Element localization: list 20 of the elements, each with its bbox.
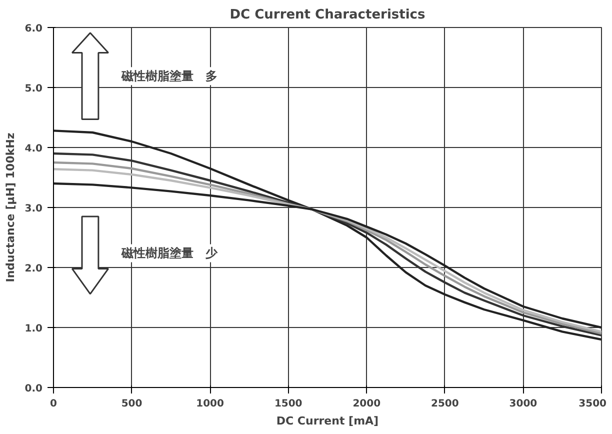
y-tick-label: 0.0 <box>24 384 43 394</box>
y-tick-label: 2.0 <box>24 264 43 274</box>
x-tick-label: 1500 <box>274 398 302 410</box>
x-tick-label: 2500 <box>431 398 459 410</box>
chart-title: DC Current Characteristics <box>230 8 426 22</box>
annotation: 磁性樹脂塗量 少 <box>120 246 218 260</box>
y-tick-label: 6.0 <box>24 24 43 34</box>
x-tick-label: 0 <box>50 398 58 410</box>
y-tick-label: 3.0 <box>24 204 43 214</box>
y-tick-label: 4.0 <box>24 144 43 154</box>
x-tick-label: 500 <box>121 398 142 410</box>
annotation: 磁性樹脂塗量 多 <box>120 69 218 84</box>
x-tick-label: 3000 <box>509 398 538 410</box>
x-tick-label: 2000 <box>352 398 381 410</box>
y-tick-label: 5.0 <box>24 84 43 94</box>
y-axis-title: Inductance [μH] 100kHz <box>4 132 17 282</box>
y-tick-label: 1.0 <box>24 324 43 334</box>
x-tick-label: 3500 <box>578 398 607 410</box>
x-tick-label: 1000 <box>196 398 224 410</box>
x-axis-title: DC Current [mA] <box>276 414 379 428</box>
